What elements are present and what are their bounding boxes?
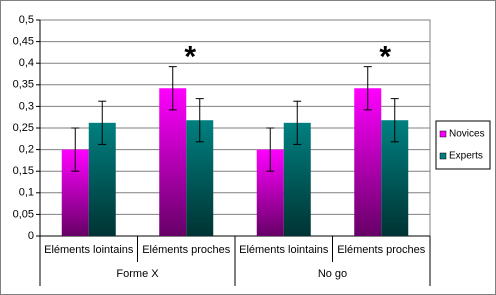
y-tick-label: 0,45: [13, 36, 34, 48]
group-label: Forme X: [116, 268, 159, 280]
legend-box: [435, 120, 491, 170]
y-tick-label: 0,05: [13, 208, 34, 220]
y-tick-label: 0,5: [19, 14, 34, 26]
bar: [354, 88, 382, 236]
legend-swatch: [439, 152, 447, 160]
annotation: *: [379, 41, 391, 74]
legend-swatch: [439, 130, 447, 138]
y-tick-label: 0,25: [13, 122, 34, 134]
y-tick-label: 0,15: [13, 165, 34, 177]
group-label: No go: [318, 268, 347, 280]
y-tick-label: 0,3: [19, 100, 34, 112]
y-tick-label: 0: [28, 230, 34, 242]
y-tick-label: 0,2: [19, 144, 34, 156]
x-tick-label: Eléments proches: [337, 244, 426, 256]
bar: [159, 88, 187, 236]
x-tick-label: Eléments proches: [142, 244, 231, 256]
x-tick-label: Eléments lointains: [239, 244, 329, 256]
legend-label: Experts: [449, 151, 483, 162]
y-tick-label: 0,1: [19, 187, 34, 199]
annotation: *: [184, 41, 196, 74]
x-tick-label: Eléments lointains: [44, 244, 134, 256]
y-tick-label: 0,35: [13, 79, 34, 91]
y-tick-label: 0,4: [19, 57, 34, 69]
legend-label: Novices: [449, 129, 485, 140]
